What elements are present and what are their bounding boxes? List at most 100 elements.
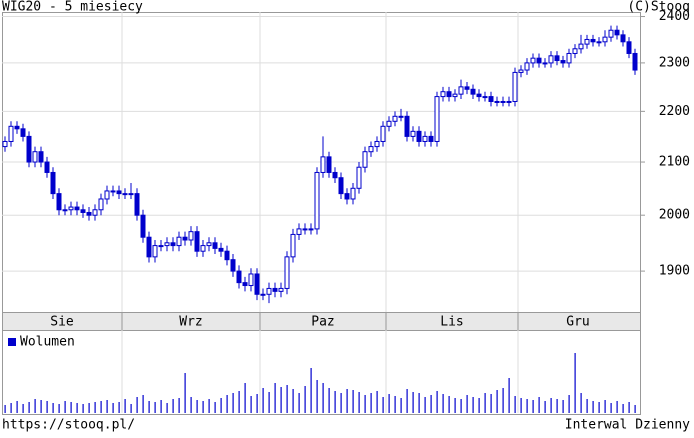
volume-bar	[178, 398, 180, 413]
x-tick-label: Gru	[566, 315, 589, 330]
candle-body	[410, 130, 416, 137]
volume-bar	[94, 402, 96, 413]
volume-bar	[298, 393, 300, 413]
volume-bar	[220, 398, 222, 413]
volume-bar	[538, 397, 540, 413]
y-tick-label: 2000	[659, 208, 690, 223]
volume-bar	[310, 368, 312, 413]
candle-body	[626, 41, 632, 54]
volume-bar	[436, 391, 438, 413]
volume-bar	[118, 402, 120, 413]
x-tick-label: Lis	[440, 315, 463, 330]
candle-body	[386, 120, 392, 127]
candle-body	[218, 247, 224, 252]
candle-body	[500, 100, 506, 103]
volume-bar	[544, 401, 546, 413]
volume-bar	[16, 401, 18, 413]
candle-body	[140, 214, 146, 238]
candle-body	[188, 231, 194, 241]
volume-bar	[328, 388, 330, 413]
candle-body	[146, 236, 152, 258]
candle-body	[452, 93, 458, 98]
candle-body	[212, 242, 218, 249]
candle-body	[572, 48, 578, 54]
candle-body	[482, 96, 488, 99]
candle-body	[86, 211, 92, 216]
volume-bar	[478, 398, 480, 413]
y-tick-label: 1900	[659, 264, 690, 279]
candle-body	[32, 151, 38, 163]
volume-bar	[136, 397, 138, 413]
candle-body	[356, 166, 362, 189]
volume-bar	[490, 394, 492, 413]
candle-body	[224, 250, 230, 261]
candle-body	[338, 177, 344, 195]
volume-bar	[598, 402, 600, 413]
volume-bar	[412, 392, 414, 413]
candle-body	[194, 231, 200, 252]
candle-body	[332, 171, 338, 179]
y-tick-label: 2100	[659, 155, 690, 170]
volume-bar	[400, 398, 402, 413]
candle-body	[512, 71, 518, 102]
candle-body	[122, 193, 128, 196]
candle-body	[2, 140, 8, 148]
volume-bar	[76, 403, 78, 413]
candle-body	[428, 135, 434, 142]
volume-bar	[622, 404, 624, 413]
source: https://stooq.pl/	[2, 418, 135, 433]
volume-bar	[214, 402, 216, 413]
volume-bar	[190, 397, 192, 413]
volume-bar	[586, 399, 588, 413]
candle-body	[596, 41, 602, 44]
volume-bar	[238, 391, 240, 413]
volume-bar	[274, 383, 276, 413]
volume-bar	[148, 401, 150, 413]
candle-body	[26, 135, 32, 163]
candle-body	[434, 96, 440, 142]
volume-bar	[304, 386, 306, 413]
volume-bar	[592, 401, 594, 413]
candle-body	[68, 206, 74, 211]
candle-body	[50, 171, 56, 195]
volume-bar	[244, 383, 246, 413]
volume-bar	[508, 378, 510, 413]
volume-bar	[34, 399, 36, 413]
candle-body	[440, 91, 446, 98]
volume-bar	[28, 402, 30, 413]
candle-body	[272, 287, 278, 292]
chart-title: WIG20 - 5 miesiecy	[2, 0, 143, 15]
candle-body	[368, 146, 374, 153]
candle-body	[44, 161, 50, 173]
candle-body	[74, 206, 80, 211]
candle-body	[296, 228, 302, 235]
candle-body	[398, 115, 404, 118]
candle-body	[80, 209, 86, 213]
volume-bar	[394, 396, 396, 413]
volume-bar	[166, 403, 168, 413]
volume-bar	[562, 400, 564, 413]
volume-bar	[208, 399, 210, 413]
volume-bar	[100, 401, 102, 413]
candle-body	[518, 69, 524, 73]
candle-body	[308, 228, 314, 231]
volume-bar	[268, 392, 270, 413]
volume-label: Wolumen	[20, 335, 75, 350]
volume-bar	[256, 394, 258, 413]
volume-bar	[574, 353, 576, 413]
y-tick-label: 2200	[659, 104, 690, 119]
candle-body	[302, 228, 308, 231]
volume-bar	[634, 405, 636, 413]
candle-body	[176, 236, 182, 247]
volume-bar	[526, 399, 528, 413]
candle-body	[446, 91, 452, 98]
volume-bar	[616, 401, 618, 413]
volume-bar	[184, 373, 186, 413]
volume-bar	[382, 397, 384, 413]
volume-bar	[280, 387, 282, 413]
candle-body	[380, 125, 386, 142]
candle-body	[164, 242, 170, 247]
